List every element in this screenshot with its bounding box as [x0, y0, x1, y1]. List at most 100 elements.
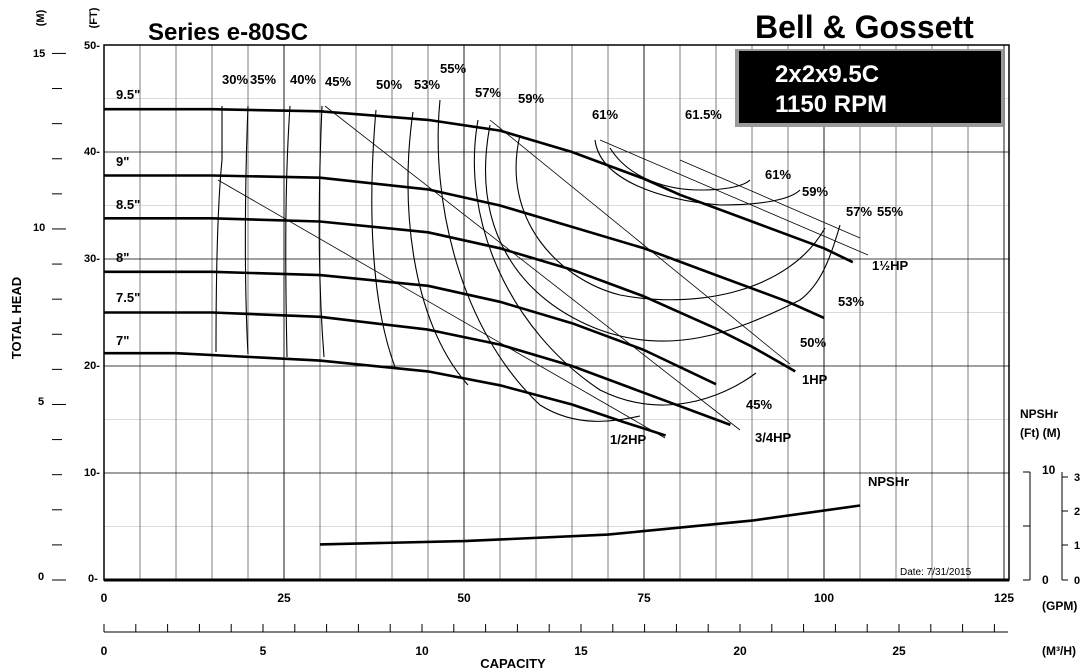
m3h-tick-10: 10: [415, 644, 429, 658]
eff-label-53-right: 53%: [838, 294, 864, 309]
m-tick-15: 15: [33, 48, 45, 60]
eff-label-61.5: 61.5%: [685, 107, 722, 122]
hp-line-2: [489, 119, 791, 365]
impeller-label-8.5: 8.5": [116, 197, 140, 212]
hp-label-half: 1/2HP: [610, 432, 646, 447]
m-tick-0: 0: [38, 571, 44, 583]
efficiency-contour-9: [515, 134, 826, 301]
efficiency-contour-7: [473, 119, 757, 406]
hp-label-1-5: 1½HP: [872, 258, 908, 273]
npshr-curve-label: NPSHr: [868, 474, 909, 489]
gpm-tick-0: 0: [101, 591, 108, 605]
head-unit-ft: (FT): [88, 7, 100, 28]
eff-label-57: 57%: [475, 85, 501, 100]
m3h-unit: (M³/H): [1042, 644, 1076, 658]
m3h-tick-5: 5: [260, 644, 267, 658]
npsh-axis-units: (Ft) (M): [1020, 426, 1061, 440]
m-tick-10: 10: [33, 222, 45, 234]
m3h-tick-25: 25: [892, 644, 906, 658]
rpm-label: 1150 RPM: [775, 91, 887, 118]
y-axis-title: TOTAL HEAD: [9, 277, 24, 359]
eff-label-59-right: 59%: [802, 184, 828, 199]
eff-label-30: 30%: [222, 72, 248, 87]
eff-label-50-right: 50%: [800, 335, 826, 350]
impeller-label-8: 8": [116, 250, 129, 265]
hp-line-1: [324, 105, 741, 431]
eff-label-57-right: 57%: [846, 204, 872, 219]
model-box: [739, 51, 1001, 123]
npsh-m-tick-0: 0: [1074, 575, 1080, 587]
gpm-unit: (GPM): [1042, 599, 1077, 613]
npsh-ft-tick-0: 0: [1042, 573, 1049, 587]
m-tick-5: 5: [38, 396, 44, 408]
impeller-curve-1: [104, 174, 825, 320]
series-title: Series e-80SC: [148, 19, 308, 46]
hp-label-1: 1HP: [802, 372, 828, 387]
eff-label-45: 45%: [325, 74, 351, 89]
ft-tick-50: 50-: [84, 40, 100, 52]
impeller-label-7: 7": [116, 333, 129, 348]
efficiency-contour-0: [215, 106, 223, 353]
model-label: 2x2x9.5C: [775, 61, 879, 88]
npshr-curve: [319, 504, 861, 546]
impeller-label-7.5: 7.5": [116, 290, 140, 305]
m3h-tick-0: 0: [101, 644, 108, 658]
npsh-axis: [1023, 471, 1068, 581]
impeller-curve-2: [104, 217, 796, 373]
hp-line-3: [599, 139, 869, 256]
impeller-curve-4: [104, 311, 731, 427]
ft-tick-30: 30-: [84, 253, 100, 265]
m3h-tick-20: 20: [733, 644, 747, 658]
gpm-tick-75: 75: [637, 591, 651, 605]
efficiency-contour-1: [244, 105, 249, 355]
efficiency-contour-11: [609, 147, 751, 191]
eff-label-40: 40%: [290, 72, 316, 87]
eff-label-61-right: 61%: [765, 167, 791, 182]
efficiency-contour-8: [485, 124, 841, 342]
chart-date: Date: 7/31/2015: [900, 567, 972, 578]
gpm-tick-50: 50: [457, 591, 471, 605]
npsh-m-tick-1: 1: [1074, 540, 1080, 552]
npsh-ft-tick-10: 10: [1042, 463, 1056, 477]
eff-label-59: 59%: [518, 91, 544, 106]
eff-label-45-right: 45%: [746, 397, 772, 412]
eff-label-61: 61%: [592, 107, 618, 122]
hp-label-three-quarter: 3/4HP: [755, 430, 791, 445]
impeller-label-9.5: 9.5": [116, 87, 140, 102]
ft-tick-40: 40-: [84, 146, 100, 158]
efficiency-contour-6: [437, 99, 641, 422]
npsh-axis-title: NPSHr: [1020, 407, 1058, 421]
ft-tick-20: 20-: [84, 360, 100, 372]
eff-label-50: 50%: [376, 77, 402, 92]
gpm-tick-125: 125: [994, 591, 1014, 605]
eff-label-35: 35%: [250, 72, 276, 87]
hp-line-0: [217, 179, 666, 439]
impeller-curve-5: [104, 351, 666, 437]
m3h-scale-ticks: [103, 624, 995, 632]
ft-tick-0: 0-: [88, 573, 98, 585]
impeller-curves: [104, 107, 861, 546]
efficiency-contour-10: [594, 139, 801, 206]
impeller-curve-0: [104, 107, 854, 264]
gpm-tick-25: 25: [277, 591, 291, 605]
hp-line-4: [679, 159, 861, 239]
metre-axis-ticks: [52, 52, 66, 581]
m3h-tick-15: 15: [574, 644, 588, 658]
impeller-label-9: 9": [116, 154, 129, 169]
npsh-m-tick-3: 3: [1074, 472, 1080, 484]
efficiency-lines: [215, 99, 869, 439]
eff-label-53: 53%: [414, 77, 440, 92]
efficiency-contour-5: [407, 111, 469, 386]
ft-tick-10: 10-: [84, 467, 100, 479]
x-axis-title: CAPACITY: [480, 656, 546, 671]
brand-logo: Bell & Gossett: [755, 9, 974, 45]
efficiency-contour-4: [371, 109, 396, 368]
eff-label-55: 55%: [440, 61, 466, 76]
gpm-tick-100: 100: [814, 591, 834, 605]
eff-label-55-right: 55%: [877, 204, 903, 219]
head-unit-m: (M): [35, 9, 47, 26]
efficiency-contour-2: [285, 105, 291, 358]
efficiency-contour-3: [318, 105, 325, 358]
npsh-m-tick-2: 2: [1074, 506, 1080, 518]
